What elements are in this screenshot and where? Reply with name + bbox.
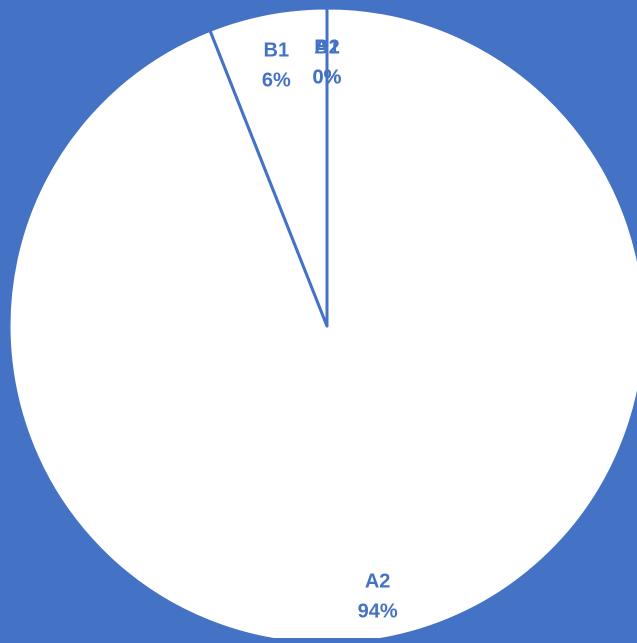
data-label-a2-percent: 94%: [358, 601, 398, 623]
data-label-b1-name: B1: [264, 39, 290, 61]
data-label-a1-percent: 0%: [313, 66, 342, 88]
data-label-b2-name: B2: [314, 36, 340, 58]
data-label-b1-percent: 6%: [262, 69, 291, 91]
pie-slice-b1: [208, 6, 329, 328]
data-label-a1-name: A1: [314, 36, 340, 58]
pie-slices: [7, 6, 637, 643]
data-label-a2-name: A2: [365, 571, 391, 593]
data-label-b2-percent: 0%: [313, 66, 342, 88]
